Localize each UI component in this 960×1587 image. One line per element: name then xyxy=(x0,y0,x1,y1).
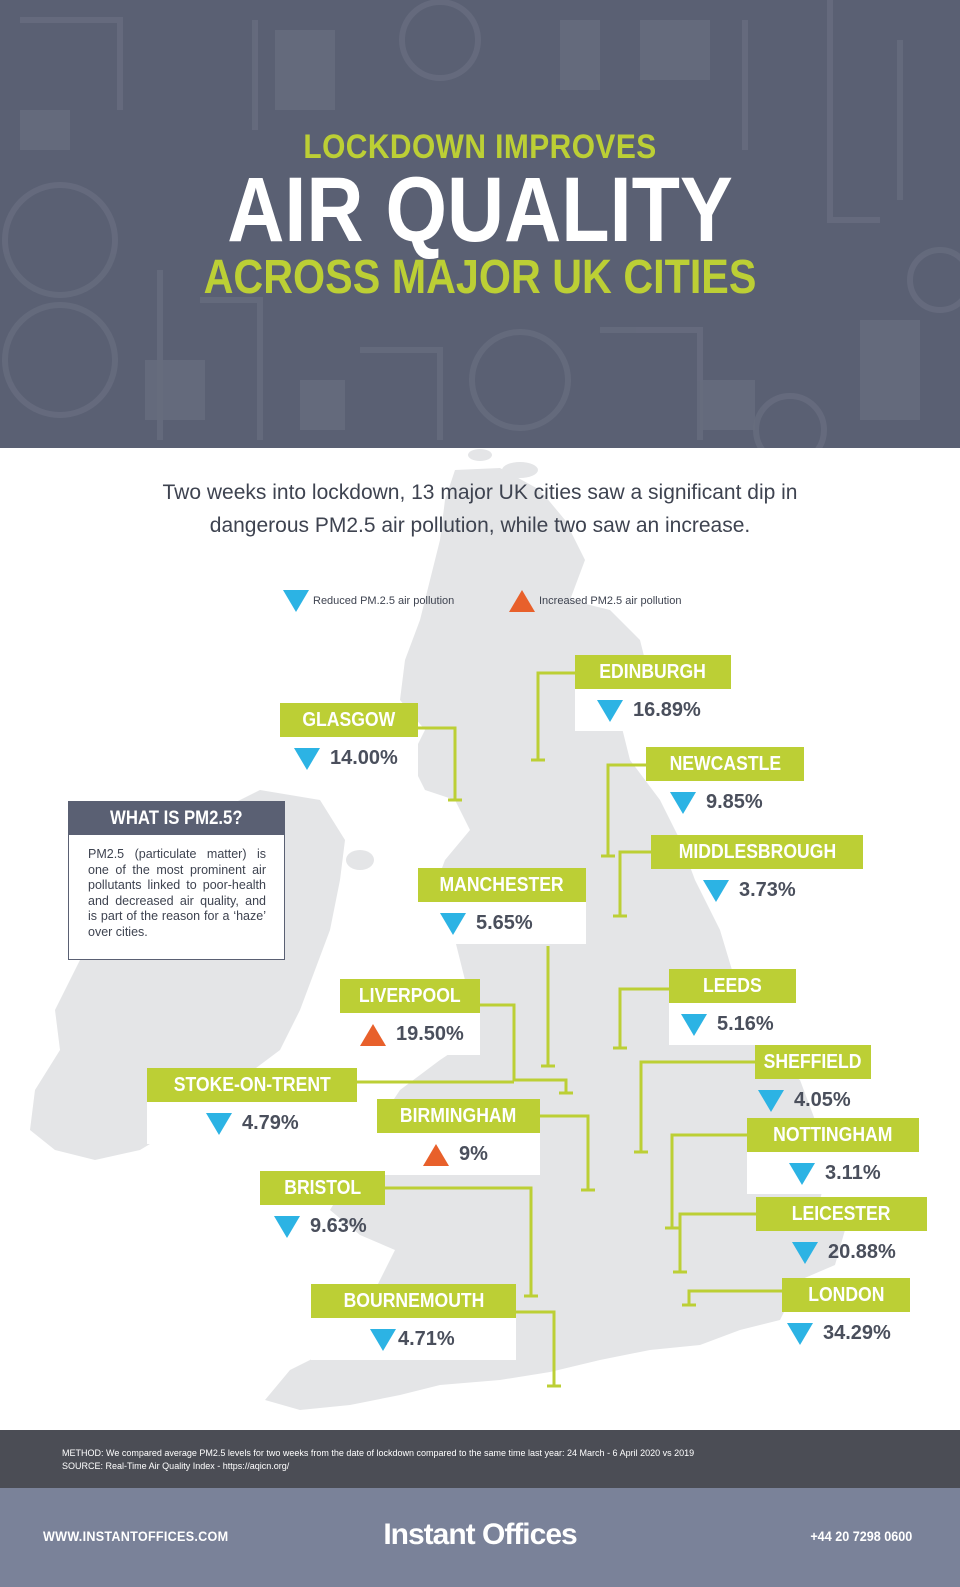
city-name: LEEDS xyxy=(669,969,796,1003)
intro-line-1: Two weeks into lockdown, 13 major UK cit… xyxy=(162,481,798,504)
phone-number[interactable]: +44 20 7298 0600 xyxy=(810,1528,912,1544)
down-triangle-icon xyxy=(274,1215,300,1238)
intro-text: Two weeks into lockdown, 13 major UK cit… xyxy=(110,476,850,542)
city-name: SHEFFIELD xyxy=(755,1045,871,1079)
city-value: 9% xyxy=(423,1143,488,1166)
source-text: SOURCE: Real-Time Air Quality Index - ht… xyxy=(62,1461,290,1471)
header-title: AIR QUALITY xyxy=(227,159,733,261)
up-triangle-icon xyxy=(423,1143,449,1166)
city-name: MANCHESTER xyxy=(418,868,586,902)
industrial-pattern-illustration xyxy=(2,0,960,448)
header-banner: LOCKDOWN IMPROVES AIR QUALITY ACROSS MAJ… xyxy=(0,0,960,448)
down-triangle-icon xyxy=(703,879,729,902)
pm25-info-text: PM2.5 (particulate matter) is one of the… xyxy=(88,847,266,939)
city-name: LONDON xyxy=(782,1278,910,1312)
down-triangle-icon xyxy=(789,1162,815,1185)
down-triangle-icon xyxy=(681,1013,707,1036)
down-triangle-icon xyxy=(792,1241,818,1264)
city-name: EDINBURGH xyxy=(575,655,731,689)
legend-reduced-label: Reduced PM.2.5 air pollution xyxy=(313,595,455,607)
down-triangle-icon xyxy=(370,1328,396,1351)
down-triangle-icon xyxy=(597,699,623,722)
down-triangle-icon xyxy=(670,791,696,814)
pm25-info-box: WHAT IS PM2.5? PM2.5 (particulate matter… xyxy=(68,801,285,960)
city-value: 34.29% xyxy=(787,1322,891,1345)
city-name: LIVERPOOL xyxy=(340,979,480,1013)
down-triangle-icon xyxy=(758,1089,784,1112)
city-value: 3.11% xyxy=(789,1162,881,1185)
city-value: 5.65% xyxy=(440,912,533,935)
city-name: STOKE-ON-TRENT xyxy=(147,1068,357,1102)
city-value: 5.16% xyxy=(681,1013,774,1036)
city-value: 20.88% xyxy=(792,1241,896,1264)
down-triangle-icon xyxy=(206,1112,232,1135)
city-value: 4.05% xyxy=(758,1089,851,1112)
header-kicker: LOCKDOWN IMPROVES xyxy=(303,128,657,166)
city-value: 9.63% xyxy=(274,1215,367,1238)
city-name: LEICESTER xyxy=(756,1197,927,1231)
city-name: BRISTOL xyxy=(260,1171,385,1205)
city-name: NEWCASTLE xyxy=(646,747,804,781)
city-value: 3.73% xyxy=(703,879,796,902)
city-name: BIRMINGHAM xyxy=(377,1099,540,1133)
up-triangle-icon xyxy=(360,1023,386,1046)
website-link[interactable]: WWW.INSTANTOFFICES.COM xyxy=(43,1528,229,1544)
intro-line-2: dangerous PM2.5 air pollution, while two… xyxy=(209,514,751,537)
header-subtitle: ACROSS MAJOR UK CITIES xyxy=(203,251,757,304)
method-band: METHOD: We compared average PM2.5 levels… xyxy=(0,1430,960,1488)
footer: WWW.INSTANTOFFICES.COM Instant Offices +… xyxy=(0,1488,960,1587)
city-value: 4.71% xyxy=(370,1328,455,1351)
legend-reduced: Reduced PM.2.5 air pollution xyxy=(283,590,454,612)
city-value: 4.79% xyxy=(206,1112,299,1135)
brand-logo: Instant Offices xyxy=(383,1518,577,1551)
down-triangle-icon xyxy=(440,912,466,935)
city-value: 9.85% xyxy=(670,791,763,814)
up-triangle-icon xyxy=(509,590,535,612)
down-triangle-icon xyxy=(283,590,309,612)
city-value: 14.00% xyxy=(294,747,398,770)
city-name: NOTTINGHAM xyxy=(747,1118,919,1152)
down-triangle-icon xyxy=(294,747,320,770)
method-text: METHOD: We compared average PM2.5 levels… xyxy=(62,1448,695,1458)
city-name: BOURNEMOUTH xyxy=(311,1284,516,1318)
city-value: 16.89% xyxy=(597,699,701,722)
down-triangle-icon xyxy=(787,1322,813,1345)
city-name: MIDDLESBROUGH xyxy=(651,835,863,869)
city-value: 19.50% xyxy=(360,1023,464,1046)
legend-increased: Increased PM2.5 air pollution xyxy=(509,590,681,612)
city-name: GLASGOW xyxy=(280,703,418,737)
pm25-info-title: WHAT IS PM2.5? xyxy=(69,802,284,835)
legend-increased-label: Increased PM2.5 air pollution xyxy=(539,595,682,607)
